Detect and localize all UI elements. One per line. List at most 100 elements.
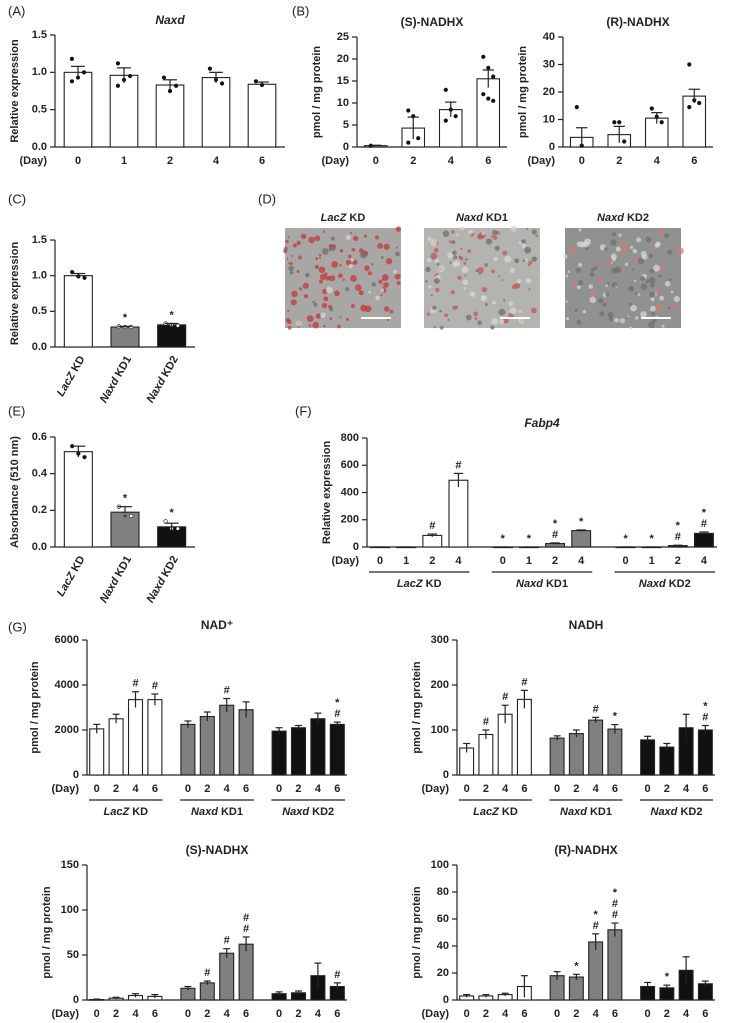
cell-texture	[367, 271, 372, 276]
y-tick-label: 1.0	[32, 270, 47, 282]
cell-texture	[481, 231, 485, 236]
x-tick-label: 2	[664, 1008, 670, 1020]
cell-texture	[509, 267, 515, 274]
data-point	[82, 275, 87, 280]
cell-texture	[599, 311, 605, 317]
data-point	[697, 100, 702, 106]
data-point	[416, 136, 421, 141]
cell-texture	[350, 258, 354, 262]
y-axis-label: pmol / mg protein	[411, 661, 423, 754]
cell-texture	[428, 285, 432, 289]
x-tick-label: 0	[623, 555, 629, 567]
cell-texture	[657, 229, 665, 237]
cell-texture	[321, 248, 329, 255]
cell-texture	[302, 282, 309, 289]
cell-texture	[531, 229, 538, 235]
cell-texture	[323, 296, 329, 302]
cell-texture	[383, 306, 390, 312]
x-tick-label: 2	[675, 555, 681, 567]
x-prefix: (Day)	[51, 783, 79, 795]
bar	[571, 530, 592, 548]
bar	[568, 976, 584, 1001]
bar	[310, 718, 326, 776]
y-axis-label: Relative expression	[9, 39, 21, 143]
cell-texture	[563, 254, 568, 259]
cell-texture	[653, 264, 661, 272]
cell-texture	[481, 286, 487, 293]
significance-marker: *	[335, 697, 340, 709]
x-tick-label: 4	[683, 1008, 690, 1020]
cell-texture	[444, 313, 449, 318]
cell-texture	[528, 288, 531, 291]
y-tick-label: 150	[61, 859, 79, 871]
cell-texture	[530, 307, 537, 314]
cell-texture	[330, 236, 335, 241]
significance-marker: #	[224, 935, 230, 947]
cell-texture	[640, 310, 647, 318]
cell-texture	[605, 284, 609, 287]
x-prefix: (Day)	[331, 555, 359, 567]
y-tick-label: 50	[67, 949, 79, 961]
cell-texture	[501, 279, 504, 282]
cell-texture	[354, 284, 362, 291]
cell-texture	[650, 311, 656, 316]
y-tick-label: 60	[437, 913, 449, 925]
cell-texture	[306, 315, 314, 323]
cell-texture	[648, 253, 653, 259]
cell-texture	[518, 309, 522, 313]
bar	[155, 84, 185, 148]
x-tick-label: 0	[645, 1008, 651, 1020]
x-tick-label: 4	[132, 1008, 139, 1020]
cell-texture	[611, 231, 617, 237]
x-tick-label: 6	[334, 783, 340, 795]
x-tick-label: 0	[377, 555, 383, 567]
bar	[238, 709, 254, 776]
significance-marker: #	[204, 967, 210, 979]
cell-texture	[363, 234, 367, 238]
bar	[697, 729, 713, 776]
group-label: Naxd KD1	[191, 806, 243, 818]
cell-texture	[485, 238, 493, 245]
significance-marker: #	[243, 923, 249, 935]
cell-texture	[345, 317, 350, 322]
cell-texture	[481, 295, 486, 300]
cell-texture	[460, 247, 463, 251]
x-tick-label: 2	[295, 1008, 301, 1020]
cell-texture	[630, 304, 637, 312]
cell-texture	[395, 251, 400, 257]
cell-texture	[322, 230, 326, 233]
y-tick-label: 0.6	[32, 431, 47, 443]
x-tick-label: 6	[334, 1008, 340, 1020]
cell-texture	[300, 233, 307, 240]
cell-texture	[633, 279, 637, 283]
cell-texture	[645, 279, 650, 284]
x-tick-label: 2	[616, 155, 622, 167]
x-tick-label: 0	[554, 783, 560, 795]
data-point	[81, 70, 87, 75]
cell-texture	[283, 246, 288, 251]
cell-texture	[508, 301, 514, 307]
x-tick-label: 2	[483, 1008, 489, 1020]
x-tick-label: 2	[204, 783, 210, 795]
group-label: LacZ KD	[103, 806, 148, 818]
x-tick-label: 4	[315, 1008, 322, 1020]
bar	[476, 78, 501, 148]
y-tick-label: 1.5	[32, 234, 47, 246]
cell-texture	[565, 300, 568, 303]
cell-texture	[614, 317, 619, 323]
data-point	[129, 513, 134, 518]
panel-label: (C)	[8, 191, 26, 206]
cell-texture	[452, 250, 457, 256]
x-tick-label: 6	[259, 155, 265, 167]
data-point	[82, 455, 87, 460]
cell-texture	[451, 230, 455, 234]
cell-texture	[465, 314, 472, 321]
bar	[659, 746, 675, 776]
x-tick-label: 4	[654, 155, 661, 167]
cell-texture	[349, 231, 353, 235]
data-point	[406, 108, 411, 113]
x-tick-label: 4	[701, 555, 708, 567]
cell-texture	[434, 258, 440, 263]
data-point	[622, 139, 627, 144]
cell-texture	[528, 260, 533, 265]
